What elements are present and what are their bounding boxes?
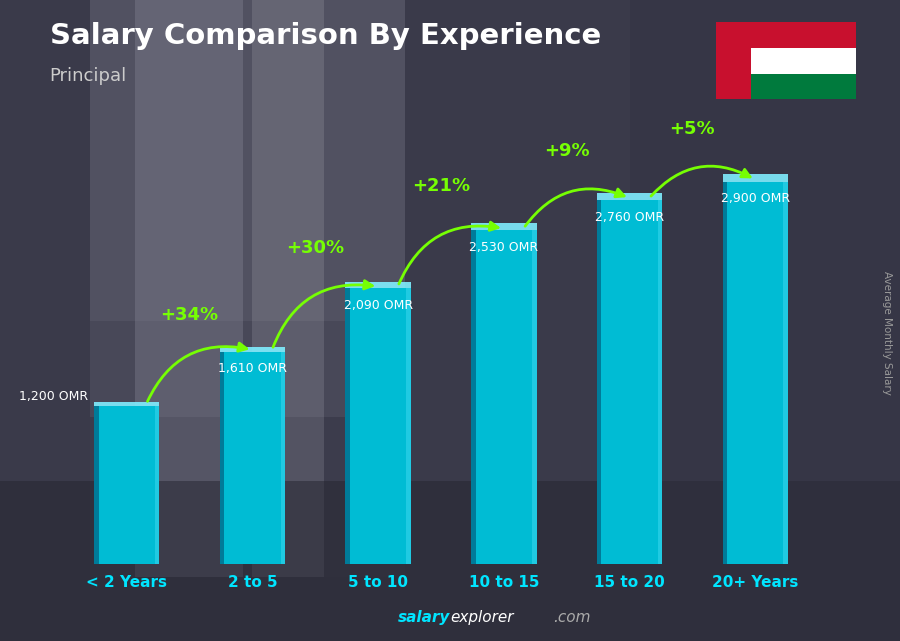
Text: 2,760 OMR: 2,760 OMR — [595, 211, 664, 224]
Bar — [658, 200, 662, 564]
Bar — [346, 288, 350, 564]
Bar — [135, 0, 243, 577]
Bar — [472, 231, 476, 564]
Bar — [472, 231, 536, 564]
Bar — [723, 174, 788, 181]
Bar — [90, 0, 405, 417]
Bar — [597, 200, 601, 564]
Bar — [220, 347, 285, 352]
Bar — [346, 288, 410, 564]
Bar — [630, 0, 900, 641]
Text: .com: .com — [554, 610, 591, 625]
Bar — [752, 22, 856, 48]
Bar — [723, 181, 788, 564]
Text: +5%: +5% — [670, 120, 716, 138]
Bar — [94, 406, 99, 564]
Bar — [155, 406, 159, 564]
Text: 2,090 OMR: 2,090 OMR — [344, 299, 413, 312]
Bar — [406, 288, 410, 564]
Bar — [597, 200, 662, 564]
Text: Average Monthly Salary: Average Monthly Salary — [881, 271, 892, 395]
Text: +21%: +21% — [412, 177, 470, 195]
Bar — [220, 352, 224, 564]
Text: 2,900 OMR: 2,900 OMR — [721, 192, 790, 205]
Bar — [346, 283, 410, 288]
Text: 1,610 OMR: 1,610 OMR — [218, 362, 287, 376]
Bar — [94, 406, 159, 564]
Bar — [90, 385, 405, 577]
Bar — [0, 481, 900, 641]
Bar — [597, 192, 662, 200]
Text: salary: salary — [398, 610, 450, 625]
Text: +9%: +9% — [544, 142, 590, 160]
Bar — [752, 74, 856, 99]
Text: 2,530 OMR: 2,530 OMR — [469, 241, 538, 254]
Bar — [220, 352, 285, 564]
Text: 1,200 OMR: 1,200 OMR — [19, 390, 87, 403]
Bar — [90, 0, 405, 320]
Bar — [472, 224, 536, 231]
Text: Principal: Principal — [50, 67, 127, 85]
Bar — [532, 231, 536, 564]
Bar — [252, 0, 324, 577]
Bar — [716, 22, 752, 99]
Bar — [281, 352, 285, 564]
Text: explorer: explorer — [450, 610, 514, 625]
Text: +34%: +34% — [160, 306, 219, 324]
Text: +30%: +30% — [286, 238, 345, 256]
Bar — [723, 181, 727, 564]
Bar — [94, 402, 159, 406]
Text: Salary Comparison By Experience: Salary Comparison By Experience — [50, 22, 601, 51]
Bar — [783, 181, 788, 564]
